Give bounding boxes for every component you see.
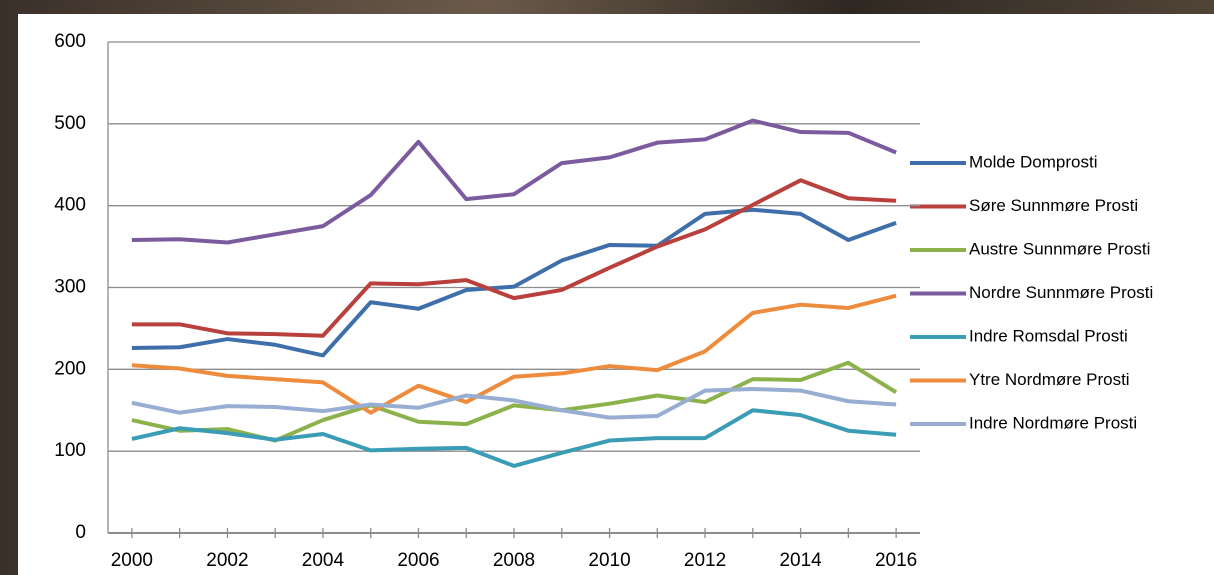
legend-label: Indre Nordmøre Prosti [969, 413, 1137, 432]
y-tick-label: 300 [54, 277, 86, 298]
x-tick-label: 2004 [302, 550, 345, 571]
series-line [131, 386, 897, 420]
legend-label: Ytre Nordmøre Prosti [969, 370, 1130, 389]
y-tick-label: 600 [54, 31, 86, 52]
y-tick-label: 400 [54, 195, 86, 216]
series-line [131, 408, 897, 468]
y-tick-label: 200 [54, 358, 86, 379]
x-tick-label: 2008 [493, 550, 535, 571]
y-tick-label: 500 [54, 113, 86, 134]
legend-label: Nordre Sunnmøre Prosti [969, 283, 1153, 302]
x-tick-label: 2000 [111, 550, 153, 571]
legend-label: Molde Domprosti [969, 152, 1098, 171]
y-tick-label: 0 [75, 522, 86, 543]
x-tick-label: 2014 [779, 550, 822, 571]
legend-label: Austre Sunnmøre Prosti [969, 239, 1150, 258]
x-tick-label: 2016 [875, 550, 917, 571]
x-tick-label: 2002 [206, 550, 248, 571]
series-line [131, 207, 897, 358]
chart-panel [18, 14, 1214, 575]
y-tick-label: 100 [54, 440, 86, 461]
legend-label: Indre Romsdal Prosti [969, 326, 1128, 345]
legend-label: Søre Sunnmøre Prosti [969, 196, 1138, 215]
series-line [131, 178, 897, 338]
series-line [131, 118, 897, 245]
x-tick-label: 2010 [588, 550, 630, 571]
x-tick-label: 2012 [684, 550, 726, 571]
legend: Molde Domprosti Søre Sunnmøre Prosti Austr… [910, 152, 1153, 432]
x-tick-label: 2006 [397, 550, 439, 571]
series-line [131, 293, 897, 415]
